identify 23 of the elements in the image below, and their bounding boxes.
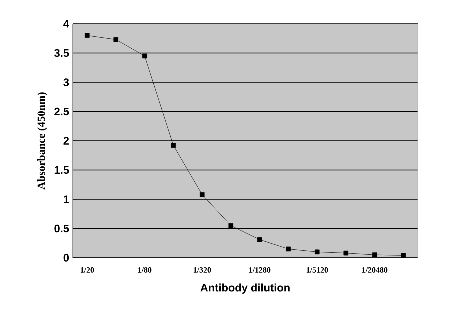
point bbox=[200, 192, 205, 198]
point bbox=[286, 246, 292, 252]
point bbox=[114, 37, 119, 42]
point bbox=[344, 250, 349, 256]
y-tick-label: 3 bbox=[64, 78, 70, 86]
y-tick-label: 2.5 bbox=[54, 108, 70, 116]
y-tick-label: 4 bbox=[64, 20, 70, 28]
y-axis-title: Absorbance (450nm) bbox=[37, 92, 48, 190]
point bbox=[228, 223, 234, 228]
point bbox=[401, 253, 406, 258]
x-axis-title: Antibody dilution bbox=[200, 284, 290, 294]
y-tick-label: 1 bbox=[64, 196, 70, 204]
point bbox=[372, 252, 378, 258]
y-tick-label: 2 bbox=[64, 137, 70, 145]
y-tick-label: 3.5 bbox=[54, 49, 70, 58]
point bbox=[257, 237, 262, 242]
point bbox=[142, 54, 148, 59]
y-tick-label: 0.5 bbox=[54, 224, 70, 233]
y-tick-label: 1.5 bbox=[54, 166, 70, 174]
point bbox=[171, 143, 176, 148]
point bbox=[314, 250, 320, 255]
point bbox=[84, 33, 90, 38]
y-tick-label: 0 bbox=[64, 254, 70, 262]
